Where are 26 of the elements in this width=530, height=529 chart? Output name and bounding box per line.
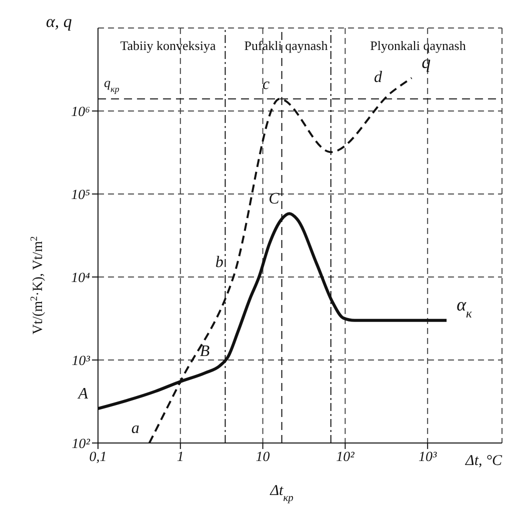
- annotation: d: [374, 68, 384, 86]
- y-tick-label: 10⁶: [71, 104, 90, 120]
- x-tick-label: 10²: [336, 450, 356, 465]
- annotation: c: [262, 76, 270, 93]
- x-tick-label: 0,1: [89, 450, 107, 465]
- x-tick-label: 1: [176, 450, 184, 465]
- x-tick-label: 10³: [418, 450, 438, 465]
- annotation: Pufakli qaynash: [243, 38, 329, 54]
- annotation: b: [215, 254, 224, 271]
- x-axis-title: Δt, °C: [464, 453, 503, 469]
- annotation: Tabiiy konveksiya: [119, 38, 217, 54]
- y-tick-label: 10⁵: [71, 188, 90, 203]
- y-tick-label: 10²: [72, 436, 91, 452]
- annotation: B: [200, 342, 210, 360]
- ref-line-label: q$_{кр}$: [104, 74, 120, 94]
- y-tick-label: 10⁴: [71, 270, 90, 286]
- annotation: A: [77, 385, 88, 402]
- y-tick-label: 10³: [72, 354, 91, 369]
- annotation: Plyonkali qaynash: [369, 38, 467, 54]
- annotation: a: [131, 420, 140, 437]
- ref-line-label: Δt$_{кр}$: [269, 483, 294, 504]
- annotation: C: [268, 190, 280, 208]
- series-label: α$_{к}$: [456, 294, 472, 320]
- text: α, q: [46, 12, 72, 32]
- x-tick-label: 10: [256, 450, 270, 465]
- series-label: q: [422, 52, 431, 72]
